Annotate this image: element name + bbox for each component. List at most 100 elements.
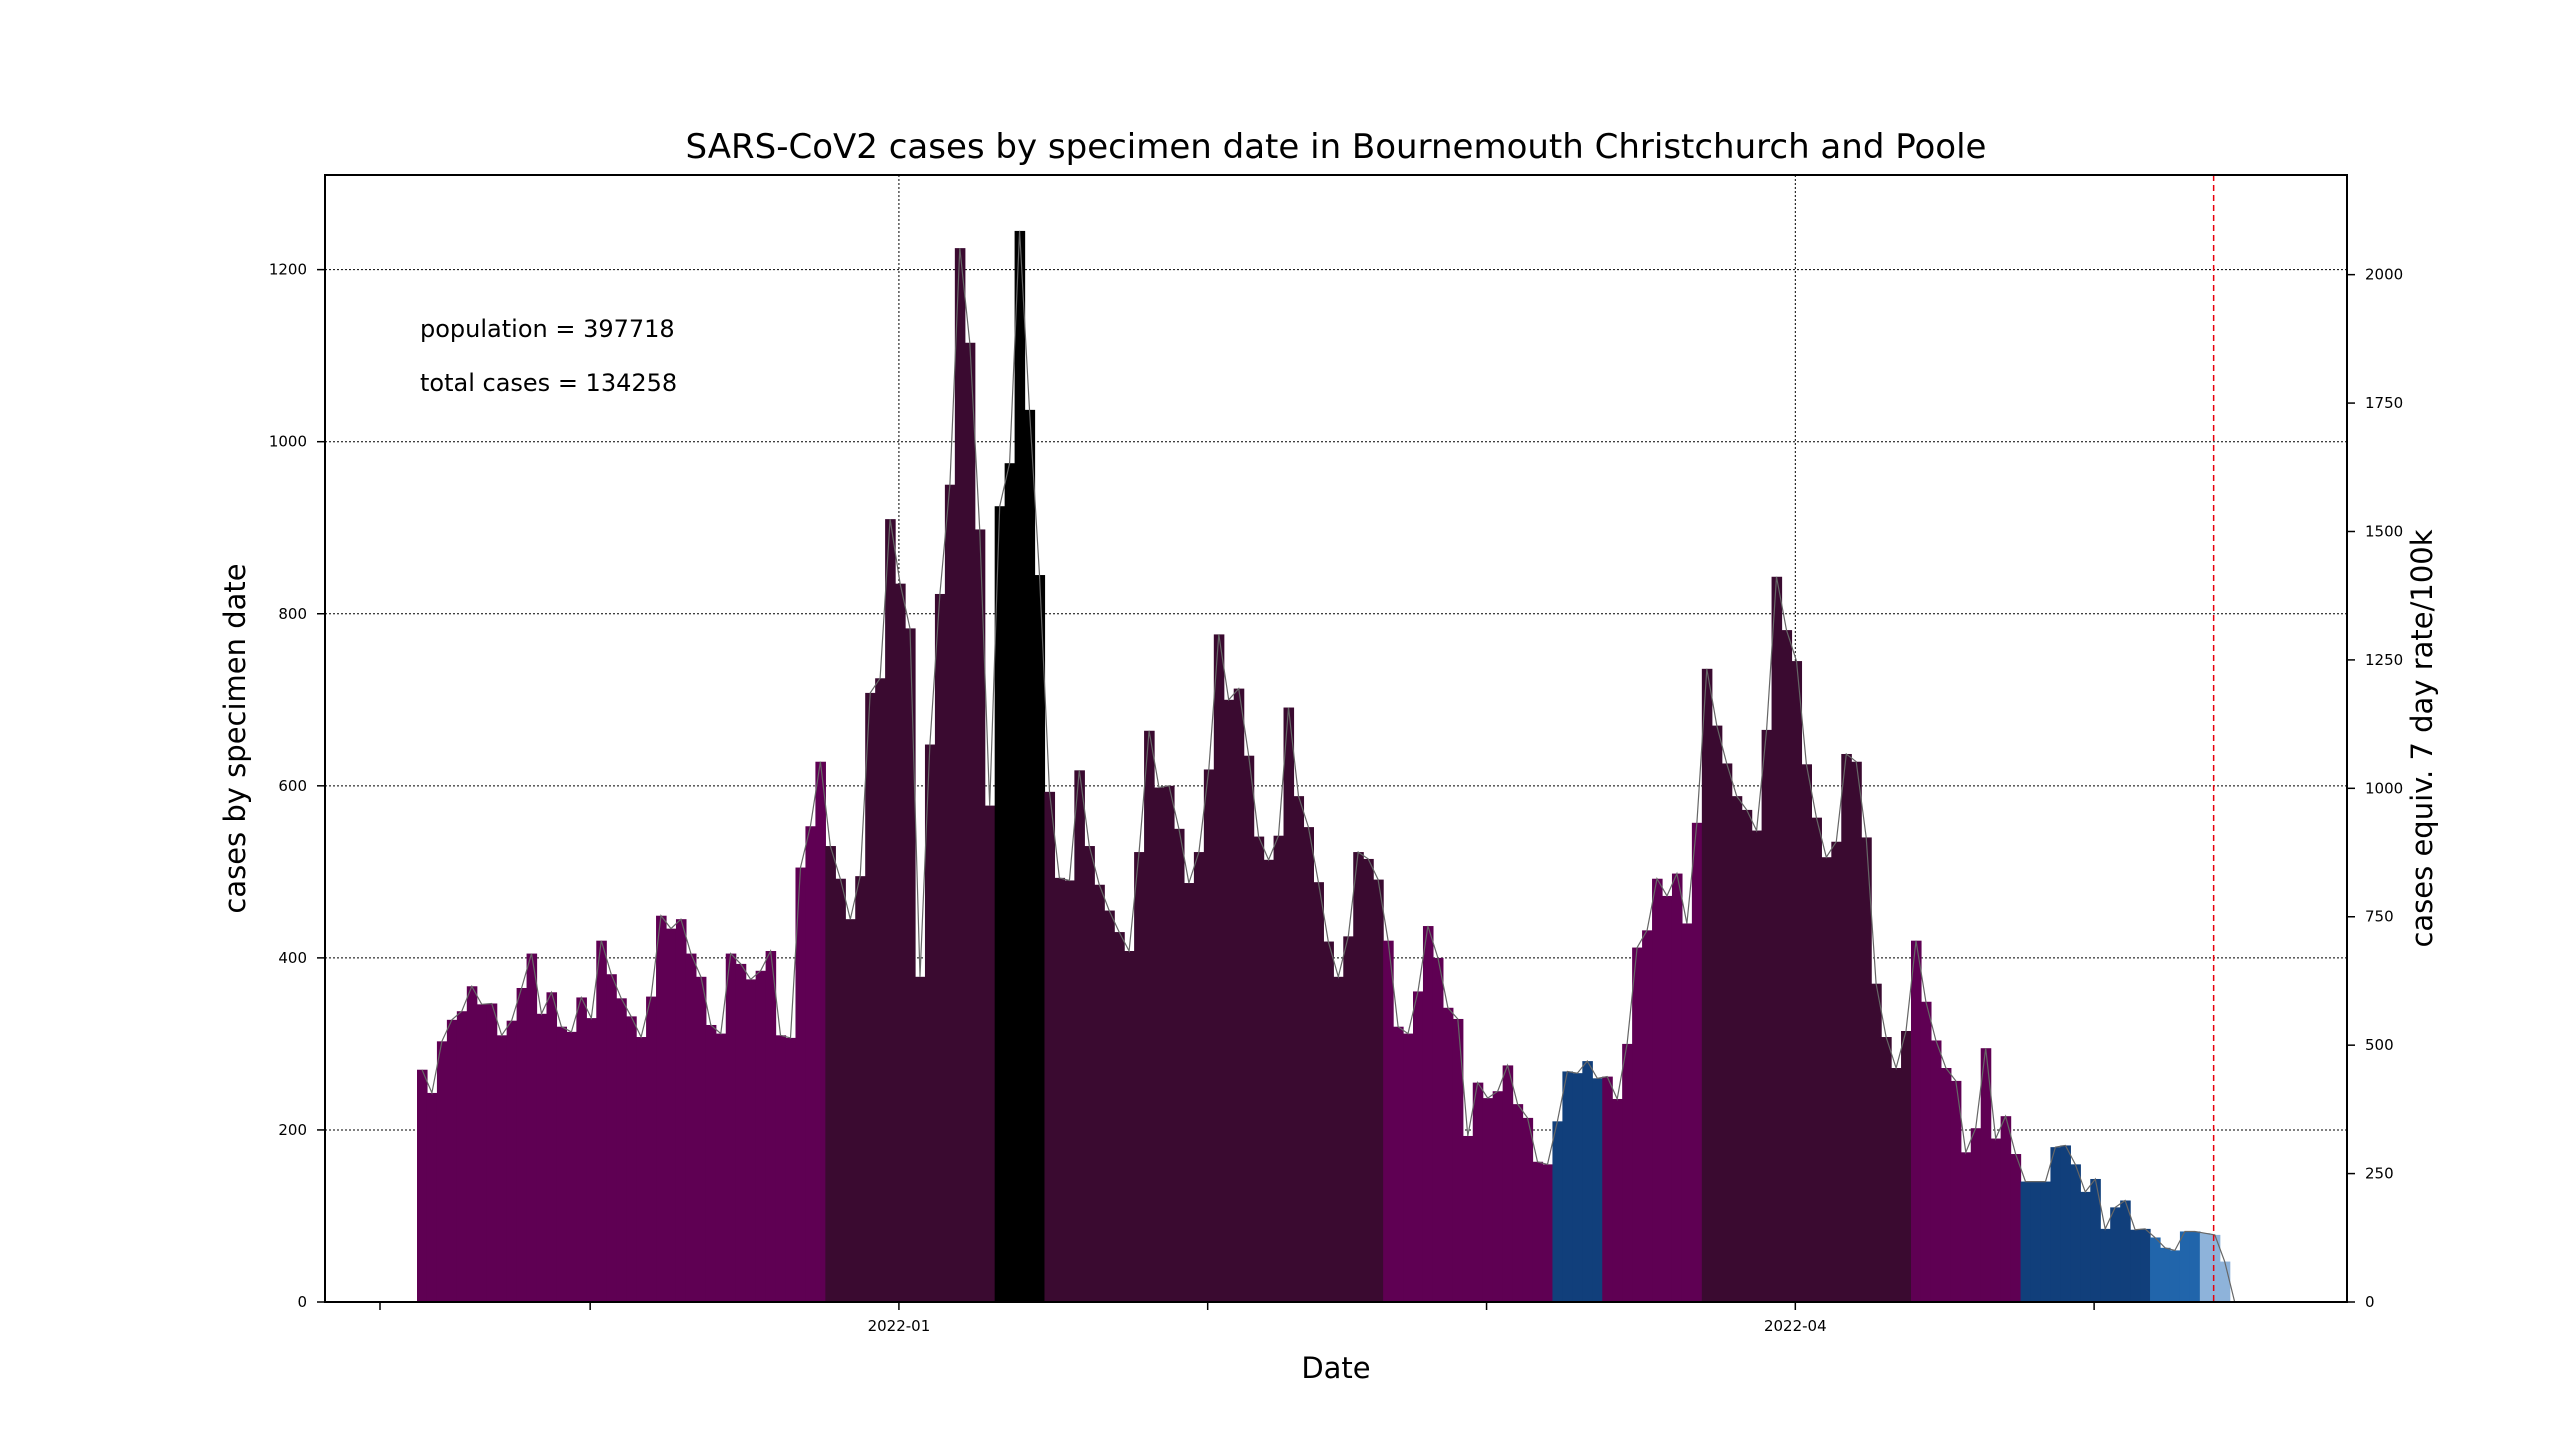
bar	[646, 996, 657, 1302]
bar	[875, 678, 886, 1302]
bar	[1731, 796, 1743, 1302]
bar	[675, 919, 687, 1302]
bar	[1243, 755, 1255, 1302]
bar	[1572, 1073, 1583, 1302]
bar	[1761, 729, 1773, 1302]
bar	[1751, 830, 1763, 1302]
bar	[1263, 859, 1275, 1302]
bar	[1154, 787, 1165, 1302]
chart-title: SARS-CoV2 cases by specimen date in Bour…	[686, 127, 1987, 167]
bar	[1662, 895, 1673, 1302]
total-cases-annotation: total cases = 134258	[420, 369, 677, 397]
x-tick-label: 2022-04	[1764, 1317, 1827, 1335]
bar	[715, 1033, 727, 1302]
bar	[516, 987, 528, 1302]
bars	[417, 230, 2231, 1303]
bar	[2000, 1116, 2012, 1302]
bar	[1323, 941, 1334, 1302]
bar	[576, 997, 587, 1302]
bar	[1492, 1091, 1504, 1302]
bar	[1920, 1001, 1932, 1302]
bar	[1831, 841, 1842, 1302]
bar	[1014, 230, 1026, 1303]
bar	[1532, 1161, 1544, 1302]
y-tick-label: 0	[297, 1293, 307, 1311]
bar	[486, 1003, 498, 1302]
bar	[1333, 976, 1344, 1302]
bar	[1373, 879, 1384, 1302]
bar	[1861, 837, 1872, 1302]
bar	[2100, 1228, 2111, 1302]
y-tick-label: 600	[278, 777, 307, 795]
bar	[905, 628, 916, 1302]
bar	[695, 976, 707, 1302]
bar	[1851, 761, 1862, 1302]
bar	[895, 583, 906, 1302]
bar	[1891, 1067, 1902, 1302]
bar	[1801, 764, 1812, 1302]
bar	[2080, 1191, 2091, 1302]
bar	[2179, 1231, 2191, 1302]
bar	[1552, 1121, 1563, 1302]
bar	[1930, 1040, 1942, 1302]
bar	[1213, 634, 1225, 1302]
bar	[1124, 950, 1135, 1302]
bar	[1721, 763, 1733, 1302]
bar	[1990, 1138, 2002, 1302]
bar	[1871, 983, 1882, 1302]
bar	[2140, 1228, 2151, 1302]
y-tick-label: 400	[278, 949, 307, 967]
bar	[1901, 1031, 1912, 1302]
y2-tick-label: 2000	[2365, 266, 2403, 284]
bar	[765, 950, 777, 1302]
y2-tick-label: 0	[2365, 1293, 2375, 1311]
bar	[656, 915, 667, 1302]
bar	[1283, 707, 1295, 1302]
bar	[775, 1035, 787, 1302]
x-tick-label: 2022-01	[868, 1317, 931, 1335]
bar	[2070, 1164, 2081, 1302]
bar	[1413, 991, 1424, 1302]
bar	[1094, 884, 1105, 1302]
bar	[934, 593, 946, 1302]
bar	[526, 953, 538, 1302]
bar	[2110, 1207, 2121, 1302]
bar	[1980, 1048, 1992, 1302]
bar	[795, 867, 807, 1302]
bar	[1462, 1135, 1474, 1302]
bar	[1681, 923, 1693, 1302]
bar	[1313, 882, 1324, 1302]
bar	[785, 1037, 797, 1302]
y2-tick-label: 1250	[2365, 651, 2403, 669]
bar	[596, 940, 607, 1302]
bar	[2010, 1154, 2022, 1302]
bar	[1652, 878, 1663, 1302]
bar	[666, 928, 677, 1302]
bar	[1970, 1128, 1982, 1302]
y2-tick-label: 250	[2365, 1165, 2394, 1183]
y2-tick-label: 1500	[2365, 522, 2403, 540]
bar	[2040, 1181, 2052, 1302]
bar	[536, 1013, 548, 1302]
bar	[1303, 827, 1314, 1302]
bar	[1622, 1043, 1633, 1302]
bar	[1771, 576, 1783, 1302]
bar	[994, 506, 1006, 1303]
bar	[855, 876, 866, 1302]
bar	[1472, 1082, 1484, 1302]
bar	[426, 1092, 438, 1302]
bar	[845, 919, 856, 1302]
bar	[954, 248, 966, 1302]
population-annotation: population = 397718	[420, 315, 675, 343]
y-axis-label: cases by specimen date	[218, 563, 252, 913]
bar	[606, 974, 617, 1302]
bar	[2130, 1229, 2141, 1302]
bar	[506, 1020, 518, 1302]
bar	[1054, 877, 1065, 1302]
bar	[1811, 817, 1822, 1302]
bar	[1074, 770, 1085, 1302]
bar	[1841, 753, 1852, 1302]
bar	[1442, 1007, 1454, 1302]
bar	[924, 744, 936, 1302]
